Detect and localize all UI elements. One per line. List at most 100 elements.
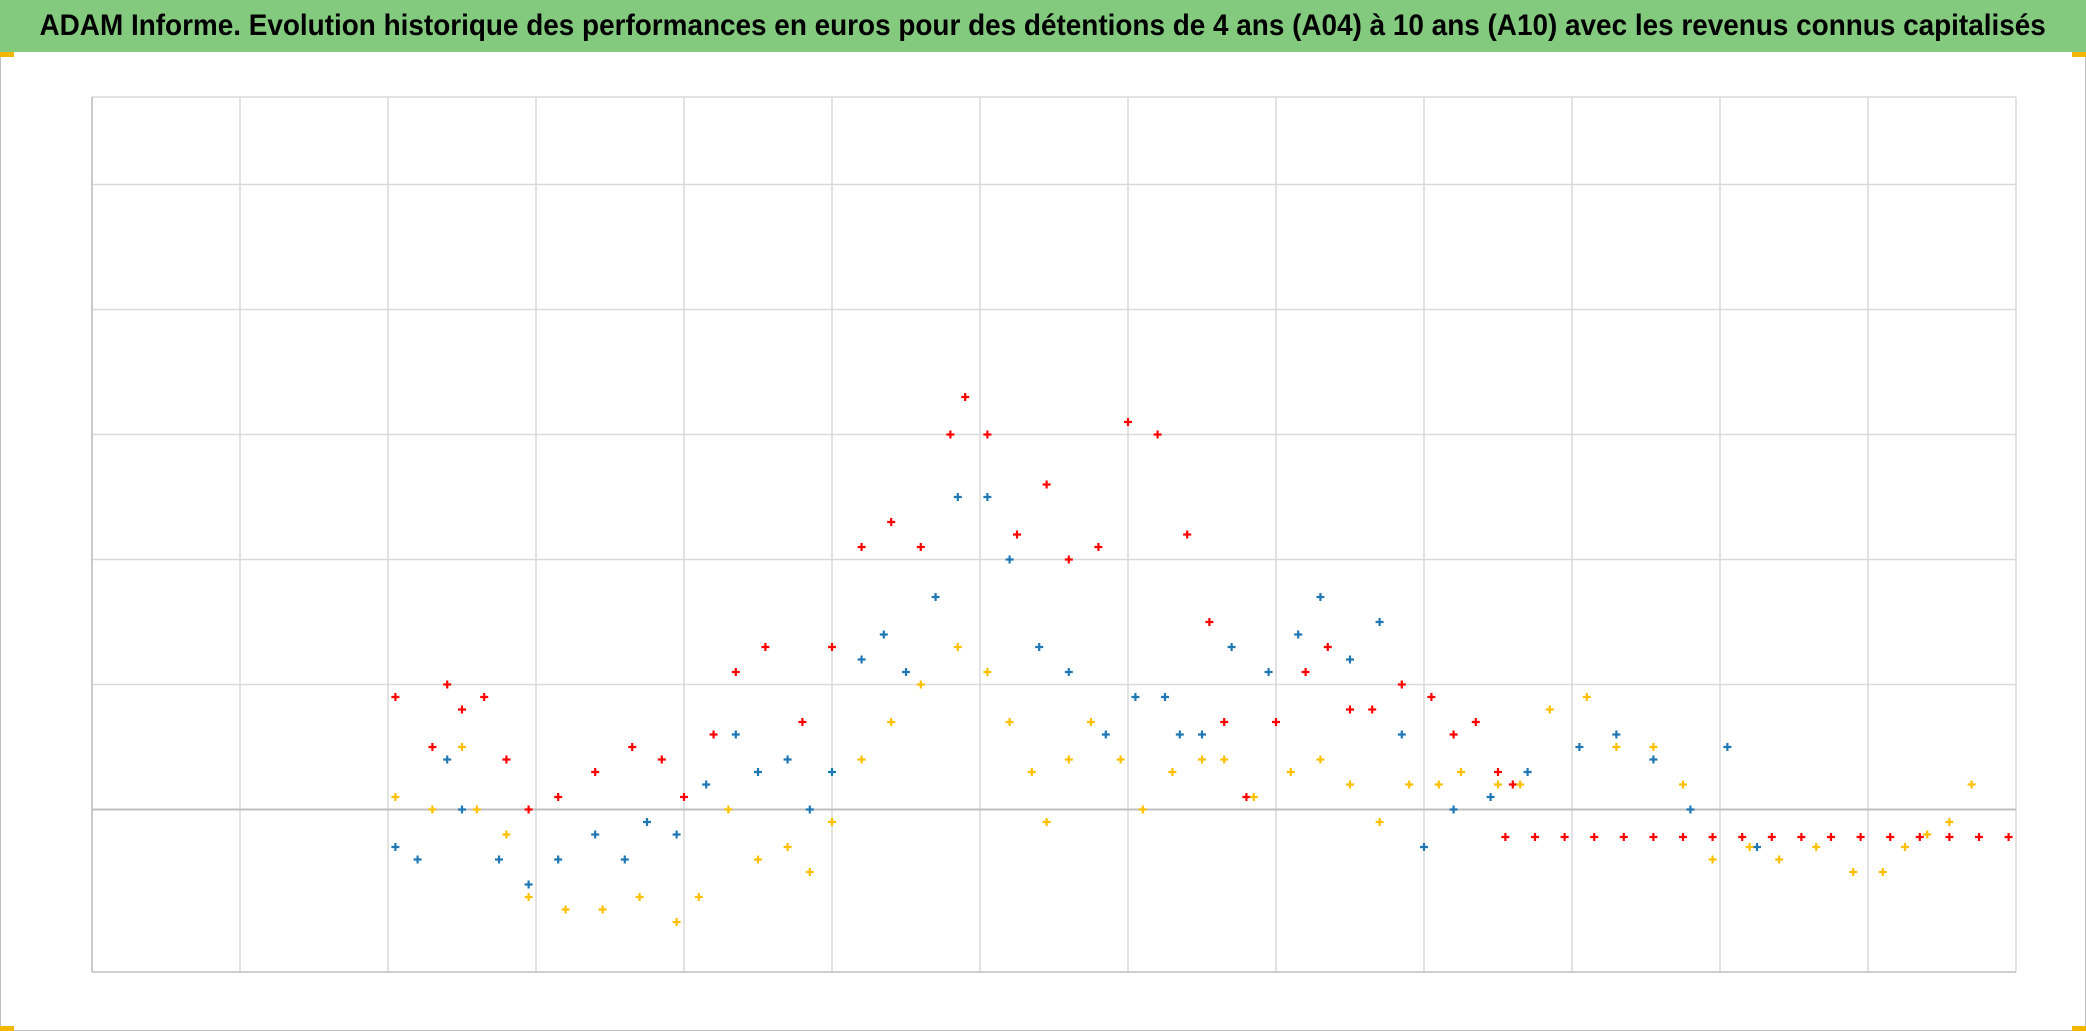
data-point (1523, 768, 1532, 776)
data-point (828, 818, 836, 826)
data-point (1590, 833, 1599, 841)
data-point (598, 905, 607, 914)
data-point (1494, 768, 1502, 776)
data-point (916, 680, 925, 689)
data-point (1945, 818, 1954, 826)
data-point (887, 718, 896, 726)
data-point (1249, 793, 1258, 801)
data-point (1508, 780, 1517, 789)
data-point (1183, 530, 1192, 539)
data-point (458, 705, 466, 714)
data-point (1116, 755, 1125, 764)
data-point (1301, 668, 1310, 676)
data-point (798, 718, 807, 726)
data-point (761, 643, 770, 651)
data-point (1323, 643, 1332, 651)
series-yellow (391, 643, 1976, 926)
corner-accent-bottom-left (0, 1026, 14, 1031)
data-point (1486, 793, 1495, 801)
data-point (1886, 833, 1895, 841)
data-point (1449, 730, 1458, 739)
data-point (879, 630, 888, 639)
data-point (458, 805, 466, 814)
data-point (1494, 780, 1502, 789)
series-red-flat (1501, 833, 2013, 841)
data-point (1220, 718, 1229, 726)
data-point (1042, 818, 1051, 826)
data-point (428, 743, 437, 751)
data-point (480, 693, 489, 701)
data-point (953, 643, 962, 651)
data-point (983, 668, 992, 676)
data-point (672, 918, 681, 926)
data-point (1131, 693, 1140, 701)
data-point (391, 793, 400, 801)
data-point (1856, 833, 1865, 841)
data-point (828, 768, 836, 776)
data-point (1560, 833, 1569, 841)
data-point (983, 493, 992, 501)
data-point (1501, 833, 1510, 841)
title-bar: ADAM Informe. Evolution historique des p… (0, 0, 2086, 52)
data-point (1545, 705, 1554, 714)
data-point (1346, 655, 1354, 664)
data-point (946, 430, 955, 439)
data-point (1945, 833, 1954, 841)
data-point (1124, 418, 1132, 426)
data-point (709, 730, 718, 739)
data-point (1064, 555, 1073, 564)
chart-title: ADAM Informe. Evolution historique des p… (39, 9, 2047, 42)
data-point (1649, 743, 1658, 751)
data-point (754, 855, 762, 864)
data-point (731, 730, 740, 739)
data-point (1449, 805, 1458, 814)
data-point (1397, 680, 1406, 689)
data-point (443, 680, 452, 689)
data-point (635, 893, 644, 901)
data-point (391, 693, 400, 701)
data-point (1708, 855, 1717, 864)
data-point (1619, 833, 1628, 841)
data-point (1242, 793, 1251, 801)
data-point (1812, 843, 1821, 851)
data-point (857, 543, 866, 551)
data-point (524, 805, 533, 814)
data-point (931, 593, 940, 601)
data-point (628, 743, 637, 751)
data-point (1316, 755, 1325, 764)
series-red (391, 393, 1517, 814)
data-point (1649, 833, 1658, 841)
data-point (783, 843, 792, 851)
data-point (1161, 693, 1169, 701)
series-blue (391, 493, 1761, 889)
data-point (620, 855, 629, 864)
data-point (554, 855, 563, 864)
data-point (1708, 833, 1717, 841)
data-point (1686, 805, 1695, 814)
data-point (1531, 833, 1539, 841)
data-point (1967, 780, 1976, 789)
data-point (502, 755, 511, 764)
data-point (1035, 643, 1044, 651)
data-point (724, 805, 733, 814)
data-point (694, 893, 703, 901)
data-point (1138, 805, 1147, 814)
data-point (2004, 833, 2013, 841)
data-point (1649, 755, 1658, 764)
data-point (1064, 755, 1073, 764)
data-point (1198, 730, 1206, 739)
data-point (495, 855, 503, 864)
data-point (472, 805, 481, 814)
data-point (1375, 818, 1384, 826)
data-point (1723, 743, 1732, 751)
data-point (591, 768, 600, 776)
data-point (1094, 543, 1103, 551)
data-point (1316, 593, 1325, 601)
data-point (783, 755, 792, 764)
data-point (1205, 618, 1214, 626)
data-point (591, 830, 600, 839)
data-point (1767, 833, 1776, 841)
data-point (1612, 730, 1621, 739)
data-point (524, 880, 533, 889)
